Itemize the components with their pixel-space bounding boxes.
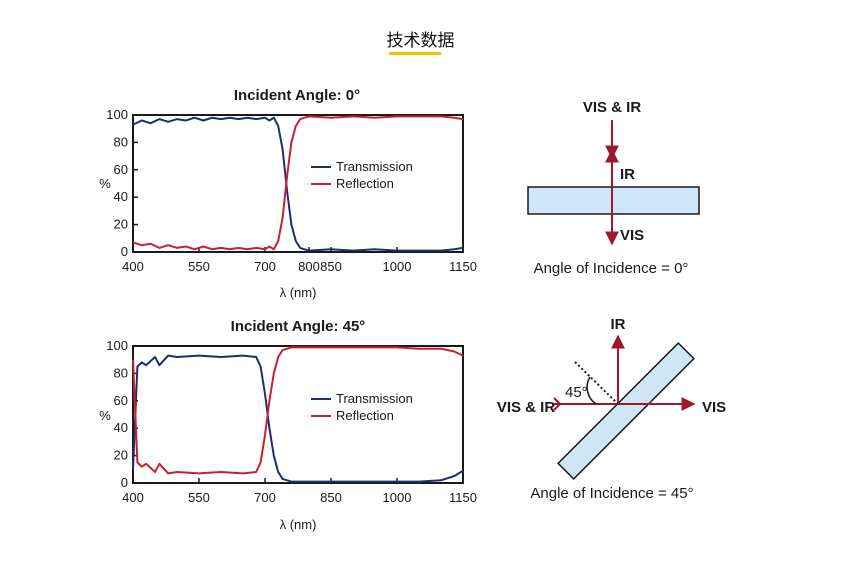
y-tick-label: 60: [114, 393, 128, 408]
x-tick-label: 850: [320, 490, 342, 505]
y-tick-label: 0: [121, 475, 128, 490]
chart-0deg-legend-transmission: Transmission: [336, 159, 413, 174]
y-tick-label: 100: [106, 107, 128, 122]
chart-45deg-legend-transmission: Transmission: [336, 391, 413, 406]
chart-0deg-legend-reflection: Reflection: [336, 176, 394, 191]
diagram-45deg: IR VIS & IR VIS 45° Angle of Incidence =…: [497, 316, 726, 502]
chart-45deg-y-label: %: [99, 408, 111, 423]
diagram-45deg-normal-line: [574, 361, 619, 405]
y-tick-label: 60: [114, 162, 128, 177]
diagram-45deg-transmitted-label: VIS: [702, 399, 726, 416]
x-tick-label: 550: [188, 259, 210, 274]
diagram-0deg-reflected-label: IR: [620, 166, 635, 183]
x-tick-label: 400: [122, 259, 144, 274]
diagram-45deg-angle-arc: [586, 376, 597, 405]
x-tick-label: 1000: [383, 490, 412, 505]
x-tick-label: 700: [254, 490, 276, 505]
chart-0deg: Incident Angle: 0° 0 20 40 60 80 100 400 550 70…: [99, 87, 477, 300]
diagram-0deg: VIS & IR IR VIS Angle of Incidence = 0°: [527, 99, 700, 277]
chart-45deg-title: Incident Angle: 45°: [231, 318, 366, 335]
chart-45deg: Incident Angle: 45° 0 20 40 60 80 100 400 550 7…: [99, 318, 477, 532]
diagram-45deg-top-label: IR: [611, 316, 626, 333]
y-tick-label: 100: [106, 338, 128, 353]
chart-0deg-plot-frame: [132, 114, 464, 253]
diagram-45deg-angle-label: 45°: [565, 384, 588, 401]
x-tick-label: 800: [298, 259, 320, 274]
chart-45deg-legend-reflection: Reflection: [336, 408, 394, 423]
y-tick-label: 20: [114, 448, 128, 463]
diagram-45deg-filter: [557, 342, 695, 480]
x-tick-label: 1150: [449, 259, 477, 274]
y-tick-label: 20: [114, 217, 128, 232]
diagram-0deg-transmitted-label: VIS: [620, 227, 644, 244]
chart-45deg-series-reflection: [132, 346, 464, 475]
y-tick-label: 80: [114, 365, 128, 380]
y-tick-label: 0: [121, 244, 128, 259]
chart-0deg-title: Incident Angle: 0°: [234, 87, 360, 104]
diagram-0deg-caption: Angle of Incidence = 0°: [534, 260, 689, 277]
diagram-45deg-incident-arrow-tail: [553, 397, 562, 411]
x-tick-label: 850: [320, 259, 342, 274]
diagram-45deg-caption: Angle of Incidence = 45°: [530, 485, 693, 502]
chart-0deg-x-ticks: 400 550 700 800 850 1000 1150: [122, 247, 477, 274]
x-tick-label: 1150: [449, 490, 477, 505]
y-tick-label: 40: [114, 420, 128, 435]
chart-45deg-plot-frame: [132, 345, 464, 484]
title-underline: [389, 52, 441, 55]
x-tick-label: 1000: [383, 259, 412, 274]
chart-45deg-x-label: λ (nm): [280, 517, 317, 532]
diagram-0deg-top-label: VIS & IR: [583, 99, 642, 116]
chart-0deg-y-label: %: [99, 176, 111, 191]
page-title: 技术数据: [386, 31, 455, 51]
chart-45deg-series-transmission: [132, 354, 464, 483]
y-tick-label: 80: [114, 134, 128, 149]
chart-0deg-series-transmission: [132, 116, 464, 252]
chart-0deg-y-ticks: 0 20 40 60 80 100: [106, 107, 138, 259]
chart-0deg-series-reflection: [132, 115, 464, 251]
diagram-45deg-incident-label: VIS & IR: [497, 399, 556, 416]
x-tick-label: 700: [254, 259, 276, 274]
x-tick-label: 400: [122, 490, 144, 505]
diagram-0deg-filter: [527, 186, 700, 215]
chart-0deg-x-label: λ (nm): [280, 285, 317, 300]
x-tick-label: 550: [188, 490, 210, 505]
y-tick-label: 40: [114, 189, 128, 204]
